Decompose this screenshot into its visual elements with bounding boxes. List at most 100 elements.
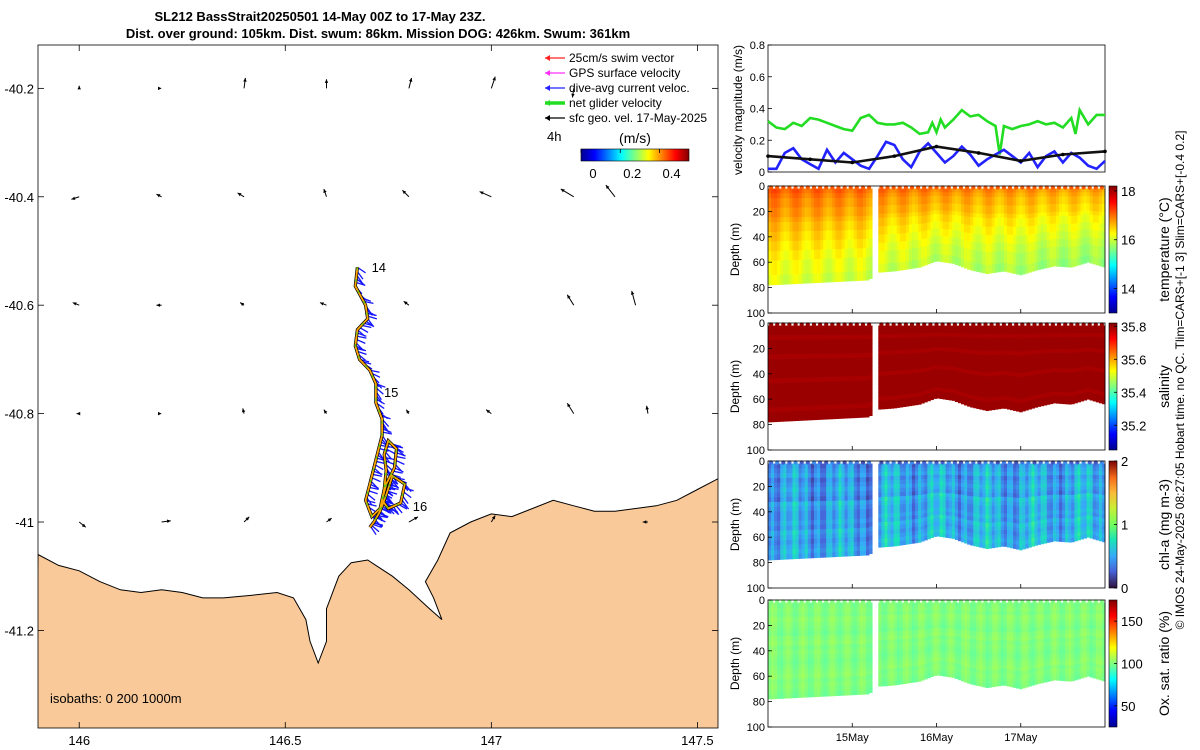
section-cell <box>1062 325 1066 330</box>
section-cell <box>967 402 971 407</box>
section-cell <box>1083 385 1088 390</box>
section-cell <box>1049 204 1054 209</box>
section-cell <box>804 212 809 218</box>
section-cell <box>1074 371 1078 377</box>
section-cell <box>853 413 858 419</box>
section-cell <box>994 247 999 252</box>
section-cell <box>936 235 940 240</box>
section-cell <box>918 341 922 346</box>
section-cell <box>967 361 971 367</box>
section-cell <box>964 244 968 249</box>
section-cell <box>826 339 830 345</box>
section-cell <box>801 231 806 237</box>
surface-sample <box>885 322 890 327</box>
section-cell <box>801 377 806 383</box>
section-cell <box>1098 234 1103 240</box>
section-cell <box>844 334 849 340</box>
section-cell <box>976 400 980 405</box>
section-cell <box>942 380 947 385</box>
section-cell <box>918 396 922 401</box>
section-cell <box>850 202 855 208</box>
section-cell <box>1083 329 1088 334</box>
section-cell <box>795 544 800 550</box>
section-cell <box>832 414 836 420</box>
section-cell <box>961 212 965 217</box>
section-cell <box>967 241 971 246</box>
section-cell <box>801 344 806 350</box>
section-cell <box>924 340 928 346</box>
section-cell <box>1065 325 1069 330</box>
section-cell <box>890 325 895 331</box>
section-cell <box>964 240 968 245</box>
section-cell <box>1046 204 1051 209</box>
section-cell <box>954 329 959 334</box>
section-cell <box>954 374 959 380</box>
section-cell <box>1101 364 1106 369</box>
section-cell <box>810 230 815 237</box>
surface-sample <box>1093 185 1098 190</box>
section-cell <box>832 353 836 359</box>
section-cell <box>771 270 775 276</box>
section-cell <box>954 378 959 383</box>
section-cell <box>768 502 772 508</box>
section-cell <box>786 463 790 469</box>
section-cell <box>936 243 940 248</box>
section-cell <box>798 193 803 199</box>
section-cell <box>853 257 858 263</box>
section-cell <box>988 201 993 206</box>
section-cell <box>1049 391 1054 397</box>
section-cell <box>890 213 895 218</box>
section-cell <box>1089 199 1094 204</box>
section-cell <box>850 367 855 373</box>
section-cell <box>994 325 999 331</box>
section-cell <box>957 348 962 353</box>
section-cell <box>768 340 772 346</box>
section-cell <box>982 264 986 270</box>
section-cell <box>976 205 980 210</box>
section-cell <box>911 256 916 261</box>
section-cell <box>792 354 796 360</box>
section-cell <box>835 386 839 392</box>
section-cell <box>1010 405 1014 411</box>
section-cell <box>823 358 827 364</box>
section-cell <box>841 230 845 236</box>
surface-sample <box>836 185 841 190</box>
section-cell <box>933 192 937 197</box>
section-cell <box>994 346 999 352</box>
section-cell <box>823 272 827 278</box>
section-cell <box>1077 379 1081 384</box>
section-cell <box>896 213 901 218</box>
section-cell <box>887 188 891 194</box>
section-cell <box>930 199 934 204</box>
section-cell <box>985 325 989 331</box>
section-cell <box>951 374 956 379</box>
section-cell <box>924 333 928 338</box>
section-cell <box>951 226 956 231</box>
section-cell <box>1059 215 1063 221</box>
section-cell <box>973 266 977 272</box>
section-cell <box>786 198 790 204</box>
section-cell <box>908 256 913 262</box>
section-cell <box>921 352 925 357</box>
velocity-vector <box>642 520 648 524</box>
section-cell <box>798 506 803 512</box>
section-cell <box>945 203 950 208</box>
section-cell <box>1049 384 1054 389</box>
section-cell <box>777 274 781 281</box>
map-xtick-label: 147 <box>480 733 502 748</box>
section-cell <box>777 373 781 379</box>
section-cell <box>1025 401 1029 407</box>
velocity-point <box>934 144 939 149</box>
section-cell <box>856 371 861 377</box>
section-cell <box>964 357 968 362</box>
section-cell <box>985 342 989 348</box>
section-cell <box>991 325 996 331</box>
section-cell <box>844 390 849 396</box>
section-cell <box>967 349 971 355</box>
section-cell <box>945 384 950 389</box>
section-cell <box>841 197 845 203</box>
section-cell <box>1052 250 1057 255</box>
section-cell <box>835 188 839 194</box>
section-cell <box>768 251 772 257</box>
section-cell <box>792 473 796 479</box>
